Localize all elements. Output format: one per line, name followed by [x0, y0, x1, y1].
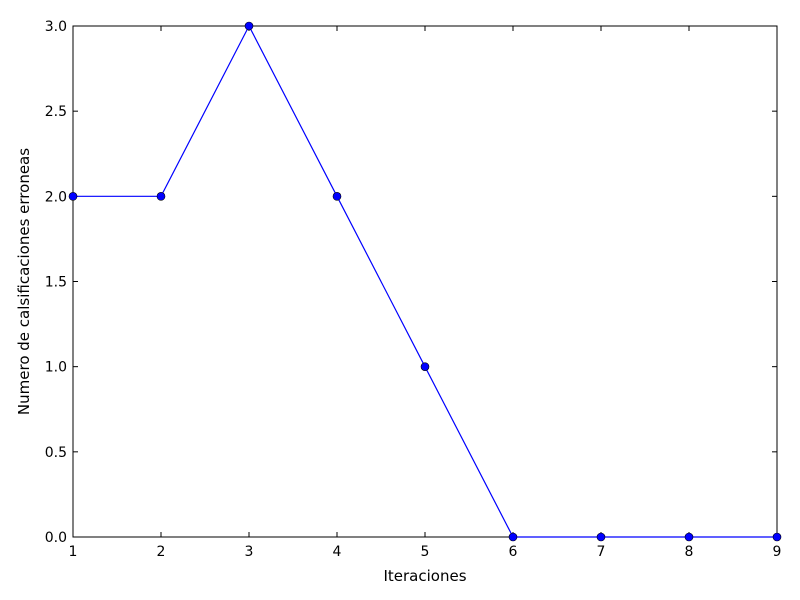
x-tick-label: 4	[333, 544, 342, 560]
x-tick-label: 1	[69, 544, 78, 560]
data-point	[684, 532, 694, 542]
y-tick-label: 2.5	[45, 104, 67, 120]
series-layer	[68, 21, 782, 542]
y-tick-label: 0.5	[45, 445, 67, 461]
x-tick-label: 9	[773, 544, 782, 560]
data-point	[420, 362, 430, 371]
y-tick-label: 1.0	[45, 360, 67, 376]
x-axis-label: Iteraciones	[383, 567, 466, 585]
y-axis-label: Numero de calsificaciones erroneas	[15, 148, 33, 415]
y-tick-label: 0.0	[45, 530, 67, 546]
data-point	[772, 532, 782, 542]
data-point	[244, 21, 254, 31]
x-tick-label: 7	[597, 544, 606, 560]
y-tick-label: 3.0	[45, 19, 67, 35]
data-point	[332, 192, 342, 201]
plot-area	[72, 25, 778, 538]
x-tick-label: 5	[421, 544, 430, 560]
x-tick-label: 3	[245, 544, 254, 560]
y-tick-label: 1.5	[45, 275, 67, 291]
data-point	[68, 192, 78, 201]
data-point	[508, 532, 518, 542]
x-tick-label: 2	[157, 544, 166, 560]
data-point	[156, 192, 166, 201]
x-tick-label: 8	[685, 544, 694, 560]
x-tick-label: 6	[509, 544, 518, 560]
data-point	[596, 532, 606, 542]
y-tick-label: 2.0	[45, 189, 67, 205]
